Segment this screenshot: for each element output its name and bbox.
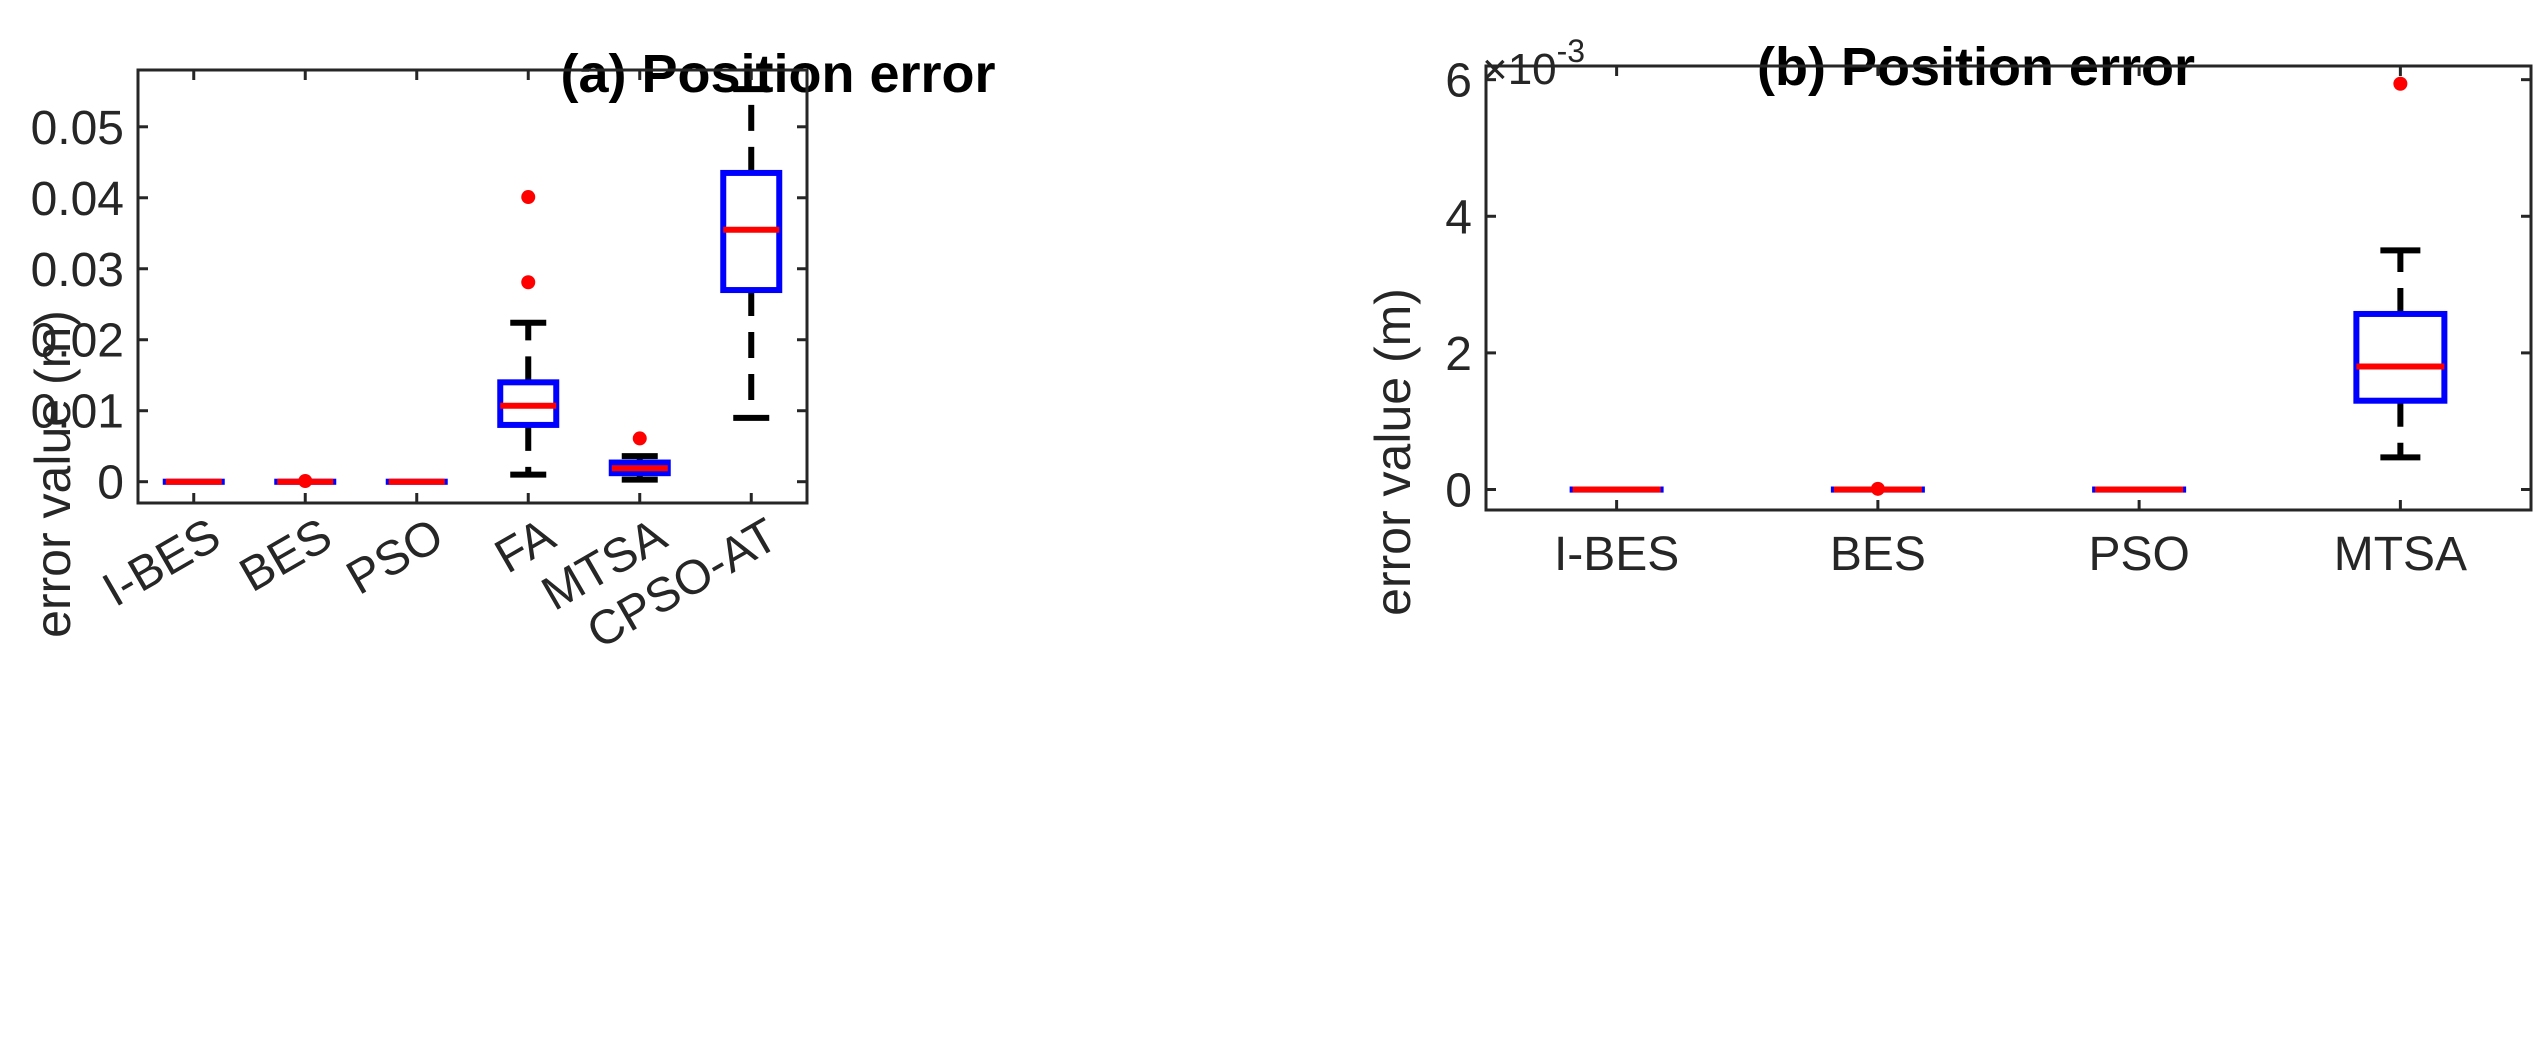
chart-a-axes (136, 68, 809, 505)
chart-a-y-tick-label: 0.02 (31, 315, 124, 368)
chart-b-multiplier-base: ×10 (1482, 45, 1557, 94)
chart-a-box-cpso-at (720, 86, 783, 421)
chart-b-x-tick-label: PSO (2088, 528, 2189, 581)
chart-a-box-fa (497, 190, 560, 478)
chart-b-axes (1484, 64, 2533, 512)
chart-b-box-mtsa (2353, 76, 2448, 461)
chart-b-outlier-point (1870, 481, 1885, 496)
chart-a-y-tick-label: 0.05 (31, 102, 124, 155)
chart-b-x-tick-label: I-BES (1554, 528, 1679, 581)
chart-b-box-bes (1830, 481, 1925, 496)
chart-a-y-axis-label: error value (m) (25, 310, 81, 638)
chart-b-plot-area (1569, 76, 2448, 496)
chart-a-axes-box (136, 68, 809, 505)
chart-b-box-iqr (2353, 310, 2448, 404)
chart-a-box-bes (274, 473, 337, 488)
chart-b-multiplier-exponent: -3 (1557, 33, 1585, 69)
chart-b-y-axis-label: error value (m) (1365, 288, 1421, 616)
chart-a-y-ticks: 0 0.01 0.02 0.03 0.04 0.05 (31, 102, 807, 510)
chart-a-title: (a) Position error (560, 44, 995, 104)
chart-b-x-tick-label: MTSA (2334, 528, 2467, 581)
chart-a-y-tick-label: 0.03 (31, 244, 124, 297)
chart-a-y-tick-label: 0.04 (31, 173, 124, 226)
chart-b-y-tick-label: 2 (1445, 328, 1472, 381)
chart-a-x-tick-label: BES (231, 509, 341, 603)
chart-a-x-tick-label: I-BES (94, 509, 229, 618)
chart-b-axis-multiplier: ×10-3 (1482, 33, 1585, 94)
chart-a-y-tick-label: 0.01 (31, 386, 124, 439)
chart-b-y-tick-label: 0 (1445, 465, 1472, 518)
chart-b-outlier-point (2393, 76, 2408, 91)
chart-a-plot-area (162, 86, 783, 488)
chart-b-x-tick-label: BES (1830, 528, 1926, 581)
chart-b-x-ticks: I-BES BES PSO MTSA (1554, 66, 2467, 581)
chart-b-axes-box (1484, 64, 2533, 512)
chart-a-outlier-point (521, 190, 536, 205)
chart-b-y-ticks: 0 2 4 6 (1445, 55, 2531, 518)
chart-a-y-tick-label: 0 (97, 457, 124, 510)
chart-a: (a) Position error error value (m) 0 0.01… (25, 44, 996, 659)
chart-a-outlier-point (298, 473, 313, 488)
chart-b-y-tick-label: 6 (1445, 55, 1472, 108)
chart-a-outlier-point (632, 431, 647, 446)
chart-b-y-tick-label: 4 (1445, 191, 1472, 244)
chart-b: (b) Position error error value (m) ×10-3… (1365, 33, 2533, 616)
chart-a-box-mtsa (608, 431, 671, 483)
chart-a-x-tick-label: PSO (338, 509, 452, 606)
chart-a-outlier-point (521, 275, 536, 290)
